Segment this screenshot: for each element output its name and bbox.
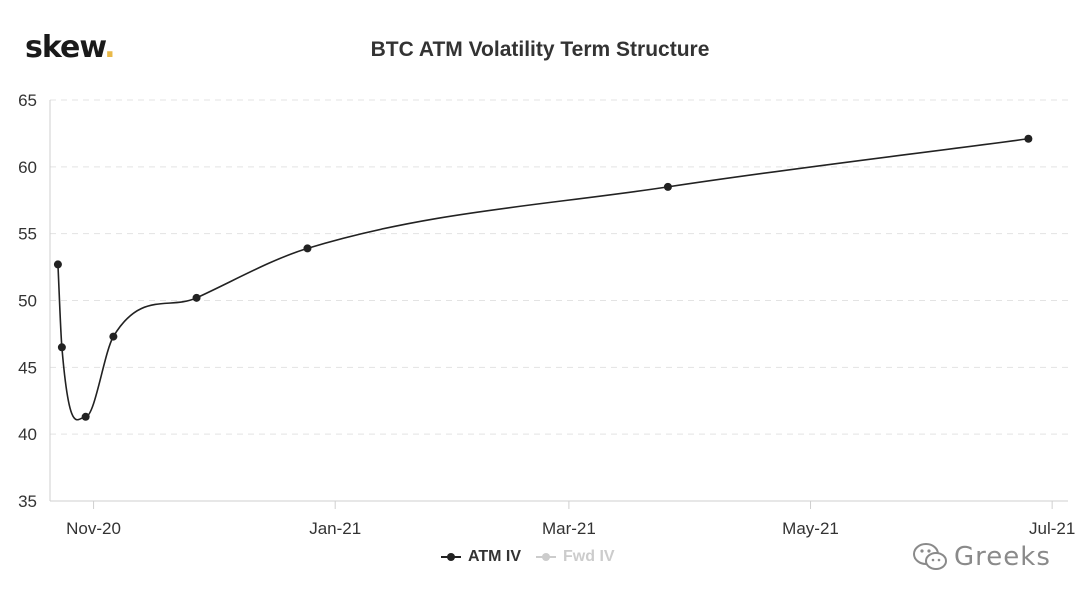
x-tick-label: Jul-21: [1029, 519, 1075, 538]
data-point-atm-iv: [663, 182, 672, 191]
series-line-atm-iv: [57, 137, 1029, 421]
data-point-atm-iv: [109, 332, 118, 341]
legend-marker-atm-iv: [441, 553, 461, 561]
x-tick-label: May-21: [782, 519, 839, 538]
legend-item-fwd-iv[interactable]: Fwd IV: [535, 548, 615, 566]
x-tick-label: Mar-21: [542, 519, 596, 538]
logo-dot: .: [104, 30, 115, 65]
data-point-atm-iv: [303, 244, 312, 253]
watermark: Greeks: [912, 542, 1051, 572]
skew-logo: skew.: [25, 30, 116, 65]
y-tick-label: 65: [18, 91, 37, 110]
y-tick-label: 35: [18, 492, 37, 511]
wechat-icon: [913, 543, 947, 570]
y-tick-label: 45: [18, 358, 37, 377]
data-point-atm-iv: [192, 293, 201, 302]
chart-title: BTC ATM Volatility Term Structure: [370, 38, 710, 61]
legend-label-fwd-iv: Fwd IV: [563, 548, 615, 565]
y-tick-label: 50: [18, 292, 37, 311]
data-point-atm-iv: [81, 412, 90, 421]
y-tick-label: 55: [18, 225, 37, 244]
legend-item-atm-iv[interactable]: ATM IV: [440, 548, 521, 566]
x-tick-label: Jan-21: [309, 519, 361, 538]
data-point-atm-iv: [53, 260, 62, 269]
y-tick-label: 60: [18, 158, 37, 177]
data-point-atm-iv: [1024, 134, 1033, 143]
chart-legend: ATM IV Fwd IV: [440, 548, 629, 566]
x-tick-label: Nov-20: [66, 519, 121, 538]
watermark-text: Greeks: [954, 542, 1051, 572]
y-tick-label: 40: [18, 425, 37, 444]
legend-label-atm-iv: ATM IV: [468, 548, 522, 565]
legend-marker-fwd-iv: [536, 553, 557, 561]
logo-text: skew: [25, 30, 105, 65]
data-point-atm-iv: [57, 343, 66, 352]
